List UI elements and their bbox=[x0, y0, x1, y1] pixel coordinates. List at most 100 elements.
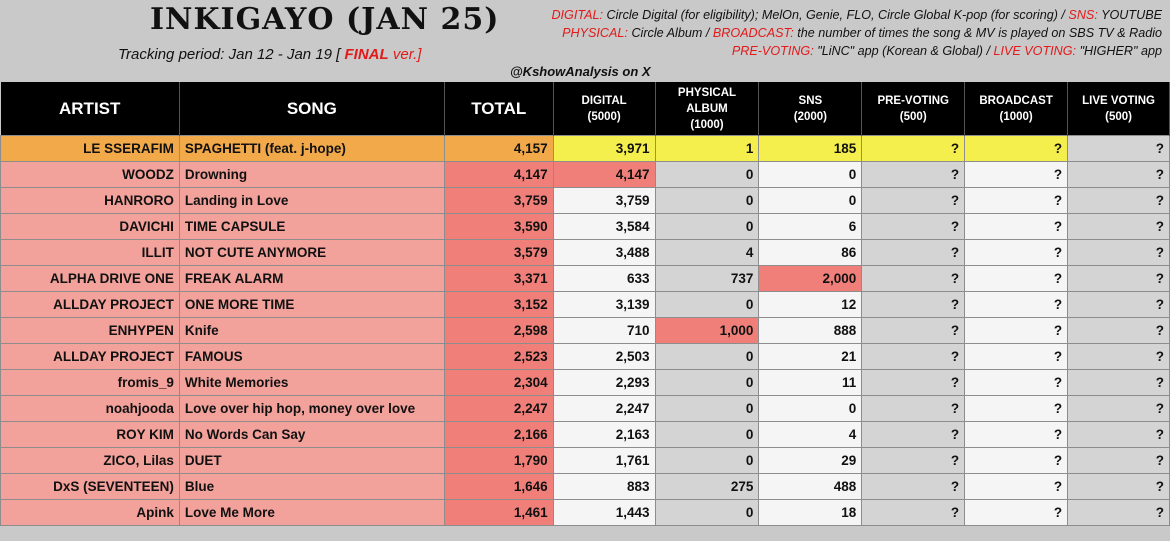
table-row: ZICO, Lilas DUET 1,790 1,761 0 29 ? ? ? bbox=[0, 447, 1170, 474]
broadcast-cell: ? bbox=[964, 213, 1069, 240]
sns-cell: 4 bbox=[758, 421, 863, 448]
total-cell: 2,247 bbox=[443, 395, 554, 422]
digital-cell: 4,147 bbox=[552, 161, 656, 188]
sns-cell: 6 bbox=[758, 213, 863, 240]
legend-physical-key: PHYSICAL: bbox=[562, 26, 628, 40]
digital-cell: 2,293 bbox=[552, 369, 656, 396]
legend-sns-value: YOUTUBE bbox=[1101, 8, 1162, 22]
broadcast-cell: ? bbox=[964, 135, 1069, 162]
legend-prevoting-value: "LiNC" app (Korean & Global) / bbox=[817, 44, 990, 58]
final-label: FINAL bbox=[344, 46, 389, 63]
col-broadcast-label: BROADCAST bbox=[979, 94, 1053, 107]
prevoting-cell: ? bbox=[861, 447, 966, 474]
digital-cell: 2,163 bbox=[552, 421, 656, 448]
credit-handle: @KshowAnalysis on X bbox=[510, 64, 651, 79]
song-cell: Landing in Love bbox=[178, 187, 445, 214]
legend-broadcast-value: the number of times the song & MV is pla… bbox=[797, 26, 1162, 40]
artist-cell: ENHYPEN bbox=[0, 317, 180, 344]
sns-cell: 11 bbox=[758, 369, 863, 396]
physical-cell: 0 bbox=[654, 213, 760, 240]
legend-livevoting-value: "HIGHER" app bbox=[1079, 44, 1162, 58]
digital-cell: 1,761 bbox=[552, 447, 656, 474]
sns-cell: 12 bbox=[758, 291, 863, 318]
physical-cell: 0 bbox=[654, 369, 760, 396]
legend-sns-key: SNS: bbox=[1068, 8, 1098, 22]
livevoting-cell: ? bbox=[1067, 187, 1170, 214]
digital-cell: 3,584 bbox=[552, 213, 656, 240]
sns-cell: 185 bbox=[758, 135, 863, 162]
col-broadcast-max: (1000) bbox=[999, 110, 1033, 123]
table-row: DxS (SEVENTEEN) Blue 1,646 883 275 488 ?… bbox=[0, 473, 1170, 500]
sns-cell: 0 bbox=[758, 187, 863, 214]
page-title: INKIGAYO (JAN 25) bbox=[150, 2, 500, 37]
prevoting-cell: ? bbox=[861, 161, 966, 188]
song-cell: FREAK ALARM bbox=[178, 265, 445, 292]
col-physical: PHYSICAL ALBUM (1000) bbox=[655, 82, 760, 136]
physical-cell: 1,000 bbox=[654, 317, 760, 344]
col-physical-label: PHYSICAL bbox=[677, 86, 737, 99]
prevoting-cell: ? bbox=[861, 499, 966, 526]
song-cell: No Words Can Say bbox=[178, 421, 445, 448]
sns-cell: 86 bbox=[758, 239, 863, 266]
livevoting-cell: ? bbox=[1067, 369, 1170, 396]
livevoting-cell: ? bbox=[1067, 213, 1170, 240]
table-row: DAVICHI TIME CAPSULE 3,590 3,584 0 6 ? ?… bbox=[0, 213, 1170, 240]
total-cell: 3,759 bbox=[443, 187, 554, 214]
artist-cell: ROY KIM bbox=[0, 421, 180, 448]
artist-cell: DxS (SEVENTEEN) bbox=[0, 473, 180, 500]
song-cell: Love over hip hop, money over love bbox=[178, 395, 445, 422]
total-cell: 1,790 bbox=[443, 447, 554, 474]
artist-cell: ALLDAY PROJECT bbox=[0, 343, 180, 370]
table-row: ALLDAY PROJECT FAMOUS 2,523 2,503 0 21 ?… bbox=[0, 343, 1170, 370]
digital-cell: 710 bbox=[552, 317, 656, 344]
table-header-row: ARTIST SONG TOTAL DIGITAL (5000) PHYSICAL… bbox=[0, 82, 1170, 136]
artist-cell: ILLIT bbox=[0, 239, 180, 266]
physical-cell: 1 bbox=[654, 135, 760, 162]
artist-cell: LE SSERAFIM bbox=[0, 135, 180, 162]
song-cell: FAMOUS bbox=[178, 343, 445, 370]
digital-cell: 3,971 bbox=[552, 135, 656, 162]
col-sns-max: (2000) bbox=[793, 110, 827, 123]
col-digital-max: (5000) bbox=[587, 110, 621, 123]
total-cell: 3,579 bbox=[443, 239, 554, 266]
source-legend: DIGITAL: Circle Digital (for eligibility… bbox=[522, 6, 1162, 60]
livevoting-cell: ? bbox=[1067, 421, 1170, 448]
legend-physical-value: Circle Album / bbox=[631, 26, 710, 40]
total-cell: 4,157 bbox=[443, 135, 554, 162]
song-cell: Drowning bbox=[178, 161, 445, 188]
legend-line-2: PHYSICAL: Circle Album / BROADCAST: the … bbox=[522, 24, 1162, 42]
sns-cell: 488 bbox=[758, 473, 863, 500]
total-cell: 2,523 bbox=[443, 343, 554, 370]
table-row: HANRORO Landing in Love 3,759 3,759 0 0 … bbox=[0, 187, 1170, 214]
col-prevoting: PRE-VOTING (500) bbox=[861, 82, 966, 136]
col-digital: DIGITAL (5000) bbox=[553, 82, 656, 136]
col-livevoting: LIVE VOTING (500) bbox=[1067, 82, 1170, 136]
sns-cell: 2,000 bbox=[758, 265, 863, 292]
artist-cell: ZICO, Lilas bbox=[0, 447, 180, 474]
legend-prevoting-key: PRE-VOTING: bbox=[731, 44, 814, 58]
physical-cell: 0 bbox=[654, 395, 760, 422]
physical-cell: 275 bbox=[654, 473, 760, 500]
broadcast-cell: ? bbox=[964, 447, 1069, 474]
score-table: ARTIST SONG TOTAL DIGITAL (5000) PHYSICAL… bbox=[0, 82, 1170, 526]
total-cell: 3,152 bbox=[443, 291, 554, 318]
broadcast-cell: ? bbox=[964, 265, 1069, 292]
song-cell: Blue bbox=[178, 473, 445, 500]
livevoting-cell: ? bbox=[1067, 395, 1170, 422]
table-row: noahjooda Love over hip hop, money over … bbox=[0, 395, 1170, 422]
physical-cell: 0 bbox=[654, 421, 760, 448]
prevoting-cell: ? bbox=[861, 317, 966, 344]
tracking-label: Tracking period: Jan 12 - Jan 19 [ bbox=[118, 46, 341, 63]
broadcast-cell: ? bbox=[964, 473, 1069, 500]
digital-cell: 883 bbox=[552, 473, 656, 500]
digital-cell: 3,139 bbox=[552, 291, 656, 318]
broadcast-cell: ? bbox=[964, 369, 1069, 396]
info-header: INKIGAYO (JAN 25) Tracking period: Jan 1… bbox=[0, 0, 1170, 82]
col-total: TOTAL bbox=[444, 82, 554, 136]
col-prevoting-label: PRE-VOTING bbox=[877, 94, 949, 107]
digital-cell: 2,503 bbox=[552, 343, 656, 370]
prevoting-cell: ? bbox=[861, 343, 966, 370]
total-cell: 2,166 bbox=[443, 421, 554, 448]
digital-cell: 2,247 bbox=[552, 395, 656, 422]
digital-cell: 633 bbox=[552, 265, 656, 292]
